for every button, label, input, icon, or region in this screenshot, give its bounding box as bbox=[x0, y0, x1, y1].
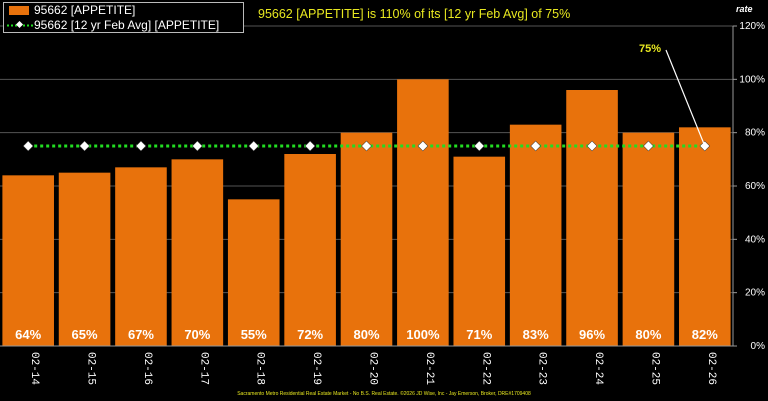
x-tick-label: 02-26 bbox=[705, 352, 717, 385]
bar-value-label: 64% bbox=[15, 327, 41, 342]
annotation-leader bbox=[665, 49, 706, 147]
bar-value-label: 55% bbox=[241, 327, 267, 342]
avg-marker bbox=[79, 140, 90, 152]
y-tick-label: 0% bbox=[751, 341, 766, 352]
bar-value-label: 82% bbox=[692, 327, 718, 342]
bar bbox=[397, 79, 449, 346]
avg-marker bbox=[361, 140, 372, 152]
data-labels: 64% 65% 67% 70% 55% 72% 80% 100% 71% 83% 96% 80% 82% bbox=[15, 327, 718, 342]
bar-value-label: 72% bbox=[297, 327, 323, 342]
bar-value-label: 100% bbox=[406, 327, 440, 342]
x-tick-label: 02-14 bbox=[28, 352, 40, 385]
avg-line bbox=[22, 140, 711, 152]
x-tick-label: 02-17 bbox=[197, 352, 209, 385]
bar bbox=[622, 132, 675, 346]
avg-marker bbox=[22, 140, 34, 152]
bar-value-label: 65% bbox=[72, 327, 98, 342]
y-axis-title: rate bbox=[736, 4, 753, 14]
annotation-label: 75% bbox=[639, 43, 661, 55]
bar bbox=[453, 156, 506, 346]
x-tick-label: 02-20 bbox=[367, 352, 379, 385]
legend-line-label: 95662 [12 yr Feb Avg] [APPETITE] bbox=[34, 18, 220, 32]
x-tick-label: 02-18 bbox=[254, 352, 266, 385]
avg-marker bbox=[248, 140, 260, 152]
bar-value-label: 67% bbox=[128, 327, 154, 342]
bar bbox=[171, 159, 224, 346]
y-tick-label: 40% bbox=[745, 234, 765, 245]
bar-value-label: 83% bbox=[523, 327, 549, 342]
x-tick-label: 02-16 bbox=[141, 352, 153, 385]
bar bbox=[340, 132, 393, 346]
x-tick-label: 02-19 bbox=[310, 352, 322, 385]
avg-marker bbox=[643, 140, 654, 152]
bar-value-label: 80% bbox=[635, 327, 661, 342]
avg-marker bbox=[417, 140, 429, 152]
y-tick-label: 80% bbox=[745, 128, 765, 139]
avg-marker bbox=[586, 140, 598, 152]
bars bbox=[2, 79, 731, 347]
bar bbox=[679, 127, 731, 346]
bar bbox=[284, 154, 336, 346]
bar bbox=[115, 167, 167, 346]
x-tick-label: 02-23 bbox=[536, 352, 548, 385]
bar bbox=[227, 199, 280, 346]
avg-marker bbox=[192, 140, 203, 152]
y-tick-label: 120% bbox=[739, 21, 765, 32]
y-tick-label: 20% bbox=[745, 288, 765, 299]
y-tick-label: 60% bbox=[745, 181, 765, 192]
bar bbox=[2, 175, 54, 346]
chart-headline: 95662 [APPETITE] is 110% of its [12 yr F… bbox=[258, 7, 571, 21]
avg-marker bbox=[135, 140, 147, 152]
x-tick-label: 02-21 bbox=[423, 352, 435, 385]
x-tick-label: 02-22 bbox=[479, 352, 491, 385]
avg-marker bbox=[530, 140, 541, 152]
x-tick-label: 02-24 bbox=[592, 352, 604, 385]
footer-credit: Sacramento Metro Residential Real Estate… bbox=[237, 391, 531, 397]
legend-bar-label: 95662 [APPETITE] bbox=[34, 3, 136, 17]
y-tick-label: 100% bbox=[739, 74, 765, 85]
bar-value-label: 80% bbox=[353, 327, 379, 342]
legend: 95662 [APPETITE] 95662 [12 yr Feb Avg] [… bbox=[3, 2, 244, 33]
bar-swatch-icon bbox=[9, 6, 29, 15]
bar bbox=[509, 124, 562, 347]
bar bbox=[58, 172, 111, 346]
annotation: 75% bbox=[639, 43, 706, 147]
bar-value-label: 70% bbox=[184, 327, 210, 342]
avg-marker bbox=[304, 140, 316, 152]
bar-value-label: 96% bbox=[579, 327, 605, 342]
avg-marker bbox=[473, 140, 485, 152]
axes: 0% 20% 40% 60% 80% 100% 120% 02-14 02-15 02-16 02-… bbox=[0, 21, 765, 385]
dotted-line-swatch-icon bbox=[7, 21, 33, 29]
x-tick-label: 02-25 bbox=[648, 352, 660, 385]
x-tick-label: 02-15 bbox=[85, 352, 97, 385]
bar-value-label: 71% bbox=[466, 327, 492, 342]
bar bbox=[566, 90, 618, 346]
